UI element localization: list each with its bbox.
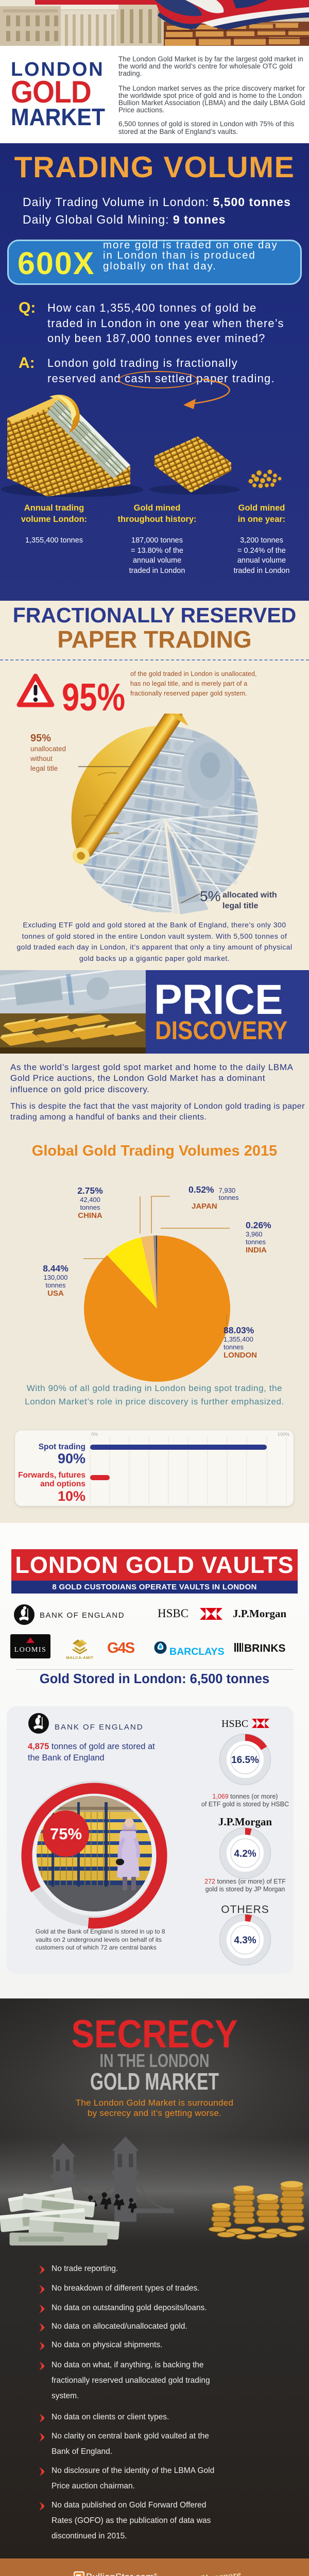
svg-text:BANK OF ENGLAND: BANK OF ENGLAND — [55, 1723, 144, 1732]
svg-text:BARCLAYS: BARCLAYS — [169, 1646, 225, 1657]
svg-text:MALCA-AMIT: MALCA-AMIT — [66, 1655, 94, 1660]
svg-text:HSBC: HSBC — [158, 1607, 188, 1620]
svg-text:J.P.Morgan: J.P.Morgan — [218, 1816, 272, 1828]
svg-text:0%: 0% — [91, 1432, 98, 1437]
svg-text:HSBC: HSBC — [221, 1718, 248, 1730]
svg-text:4.2%: 4.2% — [234, 1849, 256, 1859]
svg-text:LOOMIS: LOOMIS — [14, 1646, 47, 1654]
svg-text:100%: 100% — [278, 1432, 289, 1437]
svg-text:G4S: G4S — [107, 1640, 135, 1656]
svg-text:BRINKS: BRINKS — [244, 1642, 286, 1654]
svg-text:BANK OF ENGLAND: BANK OF ENGLAND — [40, 1611, 125, 1620]
svg-text:16.5%: 16.5% — [231, 1755, 259, 1766]
svg-text:4.3%: 4.3% — [234, 1935, 256, 1946]
svg-text:75%: 75% — [50, 1825, 82, 1843]
svg-text:J.P.Morgan: J.P.Morgan — [233, 1607, 287, 1620]
svg-text:OTHERS: OTHERS — [221, 1904, 269, 1916]
